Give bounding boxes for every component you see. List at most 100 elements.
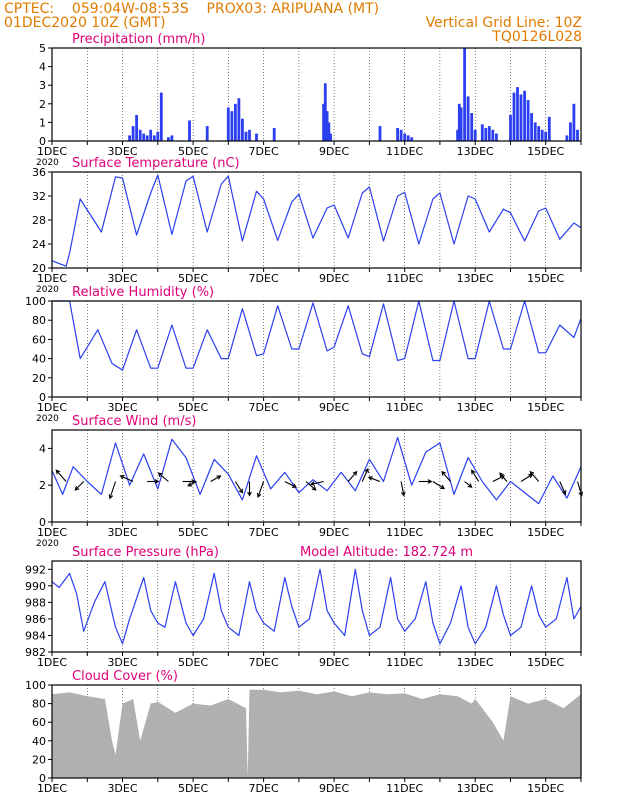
wind-arrow-head <box>238 488 243 494</box>
wind-arrow <box>284 481 297 488</box>
wind-arrow-head <box>309 481 315 486</box>
rh-xtick-label: 13DEC <box>457 401 494 414</box>
rh-xtick-label: 5DEC <box>178 401 208 414</box>
wind-xtick-label: 13DEC <box>457 526 494 539</box>
precip-bar <box>241 118 244 141</box>
precip-bar <box>457 103 461 141</box>
temp-xtick-label: 3DEC <box>107 272 137 285</box>
pressure-xtick-label: 11DEC <box>386 656 423 669</box>
wind-arrow-head <box>499 475 506 480</box>
precip-bar <box>329 133 332 141</box>
rh-xtick-label: 9DEC <box>319 401 349 414</box>
temp-xtick-label: 11DEC <box>386 272 423 285</box>
precip-ytick-label: 5 <box>39 42 46 55</box>
precip-bar <box>569 122 572 141</box>
pressure-annotation: Model Altitude: 182.724 m <box>300 545 473 560</box>
temp-line <box>51 174 582 267</box>
cloud-xtick-label: 11DEC <box>386 782 423 795</box>
wind-arrow-head <box>291 483 298 488</box>
pressure-xtick-label: 15DEC <box>527 656 564 669</box>
precip-bar <box>487 126 491 141</box>
wind-arrow-head <box>367 476 373 481</box>
temp-title: Surface Temperature (nC) <box>72 156 240 171</box>
wind-arrow-head <box>578 491 584 497</box>
wind-arrow <box>529 471 540 482</box>
precip-bar <box>226 107 230 141</box>
wind-arrow-head <box>561 490 567 496</box>
rh-ytick-label: 40 <box>32 353 46 366</box>
precip-bar <box>572 103 576 141</box>
cloud-frame <box>51 684 582 779</box>
precip-bar <box>544 131 548 141</box>
rh-year-label: 2020 <box>36 414 59 424</box>
rh-ytick-label: 20 <box>32 372 46 385</box>
precip-bar <box>244 131 248 141</box>
wind-arrow <box>109 481 117 499</box>
precip-bar <box>403 133 407 141</box>
wind-arrow <box>347 471 358 482</box>
wind-xtick-label: 5DEC <box>178 526 208 539</box>
precip-bar <box>237 98 241 141</box>
precip-bar <box>170 135 174 141</box>
rh-title: Relative Humidity (%) <box>72 285 214 300</box>
wind-arrow-head <box>191 479 197 484</box>
wind-xtick-label: 15DEC <box>527 526 564 539</box>
cloud-xtick-label: 15DEC <box>527 782 564 795</box>
precip-bar <box>537 126 541 141</box>
wind-arrow <box>471 470 480 482</box>
wind-arrow <box>187 481 197 487</box>
precip-bar <box>188 120 191 141</box>
precip-ytick-label: 3 <box>39 79 46 92</box>
cloud-ytick-label: 60 <box>32 716 46 729</box>
precip-ytick-label: 0 <box>39 135 46 148</box>
cloud-xtick-label: 1DEC <box>37 782 67 795</box>
cloud-ytick-label: 80 <box>32 698 46 711</box>
wind-arrow <box>74 481 85 491</box>
precip-frame <box>51 47 582 142</box>
precip-bar <box>167 137 170 141</box>
temp-xtick-label: 5DEC <box>178 272 208 285</box>
precip-ytick-label: 4 <box>39 61 46 74</box>
wind-arrow-head <box>256 492 262 498</box>
precip-ytick-label: 2 <box>39 98 46 111</box>
wind-ytick-label: 0 <box>39 516 46 529</box>
precip-bar <box>491 129 495 141</box>
wind-arrow <box>400 481 405 496</box>
wind-arrow <box>368 476 381 483</box>
header-run-time: 01DEC2020 10Z (GMT) <box>4 15 166 31</box>
precip-xtick-label: 15DEC <box>527 145 564 158</box>
precip-bar <box>156 131 160 141</box>
wind-arrow-head <box>311 486 317 491</box>
rh-ytick-label: 0 <box>39 391 46 404</box>
precip-year-label: 2020 <box>36 158 59 168</box>
header-grid-line: Vertical Grid Line: 10Z <box>425 15 582 31</box>
temp-ytick-label: 24 <box>32 238 46 251</box>
precip-xtick-label: 9DEC <box>319 145 349 158</box>
precip-bar <box>322 103 325 141</box>
precip-bar <box>325 111 329 141</box>
cloud-ytick-label: 0 <box>39 772 46 785</box>
precip-bar <box>526 100 530 141</box>
pressure-frame <box>51 560 582 653</box>
precip-bar <box>248 129 251 141</box>
wind-arrow <box>499 472 508 482</box>
precip-bar <box>480 124 484 141</box>
pressure-ytick-label: 986 <box>25 613 46 626</box>
rh-ytick-label: 100 <box>25 295 46 308</box>
precip-bar <box>234 103 237 141</box>
cloud-ytick-label: 20 <box>32 753 46 766</box>
wind-arrow-head <box>157 472 163 478</box>
rh-line <box>52 300 582 371</box>
wind-arrow-head <box>216 475 222 480</box>
precip-bar <box>327 122 331 141</box>
temp-xtick-label: 15DEC <box>527 272 564 285</box>
precip-bar <box>159 92 163 141</box>
precip-bar <box>466 96 470 141</box>
temp-year-label: 2020 <box>36 285 59 295</box>
precip-bar <box>547 116 551 141</box>
cloud-xtick-label: 9DEC <box>319 782 349 795</box>
wind-arrow-head <box>74 485 80 491</box>
pressure-line <box>51 568 582 645</box>
pressure-xtick-label: 3DEC <box>107 656 137 669</box>
wind-arrow-head <box>441 470 447 476</box>
